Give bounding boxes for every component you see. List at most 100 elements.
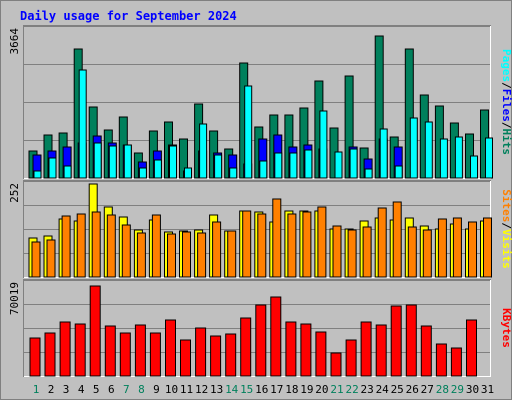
- bar-pages: [153, 159, 162, 179]
- bar-kbytes: [375, 324, 387, 377]
- bar-sites: [46, 239, 56, 278]
- bar-sites: [31, 241, 41, 278]
- bar-sites: [61, 215, 71, 278]
- x-axis-day-label: 26: [406, 383, 419, 396]
- x-axis-day-label: 15: [240, 383, 253, 396]
- bar-sites: [76, 213, 86, 278]
- bar-pages: [214, 154, 223, 179]
- bar-pages: [409, 117, 418, 179]
- series-legend-label: Sites/Visits: [500, 189, 512, 269]
- bar-kbytes: [420, 325, 432, 377]
- bar-sites: [407, 226, 417, 278]
- bar-pages: [289, 152, 298, 179]
- legend-entry: /: [500, 222, 512, 229]
- x-axis-day-label: 27: [421, 383, 434, 396]
- bar-pages: [199, 123, 208, 179]
- bar-sites: [392, 201, 402, 278]
- y-axis-max-label: 252: [8, 183, 21, 203]
- bar-pages: [244, 85, 253, 179]
- bar-sites: [257, 213, 267, 278]
- x-axis-day-label: 6: [108, 383, 115, 396]
- bar-sites: [212, 221, 222, 278]
- bar-pages: [33, 170, 42, 179]
- legend-entry: KBytes: [500, 308, 512, 348]
- bar-kbytes: [165, 319, 176, 377]
- bar-pages: [63, 165, 72, 179]
- y-axis-max-label: 3664: [8, 28, 21, 55]
- bar-sites: [182, 231, 191, 278]
- bar-sites: [347, 229, 357, 278]
- bar-pages: [123, 144, 132, 179]
- bar-sites: [437, 218, 447, 278]
- x-axis-day-label: 12: [195, 383, 208, 396]
- x-axis-day-label: 29: [451, 383, 464, 396]
- bar-pages: [424, 121, 433, 179]
- bar-pages: [485, 137, 493, 179]
- chart-title: Daily usage for September 2024: [20, 9, 237, 23]
- bar-pages: [454, 136, 463, 179]
- bar-sites: [377, 207, 387, 278]
- legend-entry: Hits: [500, 129, 512, 156]
- x-axis-day-label: 1: [33, 383, 40, 396]
- bar-kbytes: [104, 325, 116, 377]
- bar-kbytes: [285, 321, 297, 377]
- bar-kbytes: [134, 324, 146, 377]
- x-axis-day-label: 18: [285, 383, 298, 396]
- x-axis-day-label: 9: [153, 383, 160, 396]
- bar-pages: [319, 110, 328, 179]
- bar-sites: [242, 210, 252, 278]
- x-axis-day-label: 14: [225, 383, 239, 396]
- bar-kbytes: [210, 335, 222, 377]
- bar-sites: [287, 213, 297, 278]
- bar-kbytes: [240, 317, 252, 377]
- bar-sites: [121, 224, 131, 278]
- x-axis-day-label: 10: [165, 383, 178, 396]
- bar-sites: [91, 211, 101, 278]
- bar-pages: [349, 148, 358, 179]
- x-axis-day-label: 24: [376, 383, 390, 396]
- bar-kbytes: [180, 339, 191, 377]
- x-axis-day-label: 8: [138, 383, 145, 396]
- bar-sites: [468, 221, 477, 278]
- bar-kbytes: [225, 333, 237, 377]
- bar-kbytes: [450, 347, 462, 377]
- bar-sites: [362, 226, 372, 278]
- x-axis-day-label: 30: [466, 383, 479, 396]
- x-axis-day-label: 11: [180, 383, 193, 396]
- legend-entry: /: [500, 122, 512, 129]
- bar-sites: [106, 214, 116, 278]
- bar-kbytes: [89, 285, 101, 377]
- bar-kbytes: [315, 331, 327, 377]
- bar-kbytes: [390, 305, 402, 377]
- bar-pages: [259, 160, 268, 179]
- bar-pages: [394, 165, 403, 179]
- bar-kbytes: [360, 321, 372, 377]
- bar-kbytes: [466, 319, 477, 377]
- bar-sites: [452, 217, 462, 278]
- x-axis-day-label: 21: [330, 383, 343, 396]
- bar-sites: [151, 214, 161, 278]
- series-legend-label: KBytes: [500, 308, 512, 348]
- x-axis-day-label: 7: [123, 383, 130, 396]
- y-axis-max-label: 70019: [8, 282, 21, 315]
- bar-pages: [229, 167, 238, 179]
- chart-bars: [28, 35, 493, 377]
- x-axis-day-label: 5: [93, 383, 100, 396]
- bar-hits: [404, 48, 414, 179]
- bar-pages: [138, 167, 147, 179]
- bar-pages: [274, 152, 283, 179]
- x-axis-day-label: 13: [210, 383, 223, 396]
- bar-pages: [108, 145, 117, 179]
- bar-pages: [304, 149, 313, 179]
- bar-kbytes: [270, 296, 282, 377]
- series-legend-label: Pages/Files/Hits: [500, 49, 512, 155]
- bar-kbytes: [119, 332, 131, 377]
- bar-sites: [227, 230, 237, 278]
- bar-pages: [169, 145, 177, 179]
- bar-kbytes: [29, 337, 41, 377]
- bar-sites: [483, 217, 492, 278]
- bar-kbytes: [405, 304, 417, 377]
- legend-entry: Files: [500, 89, 512, 122]
- x-axis-day-label: 23: [360, 383, 373, 396]
